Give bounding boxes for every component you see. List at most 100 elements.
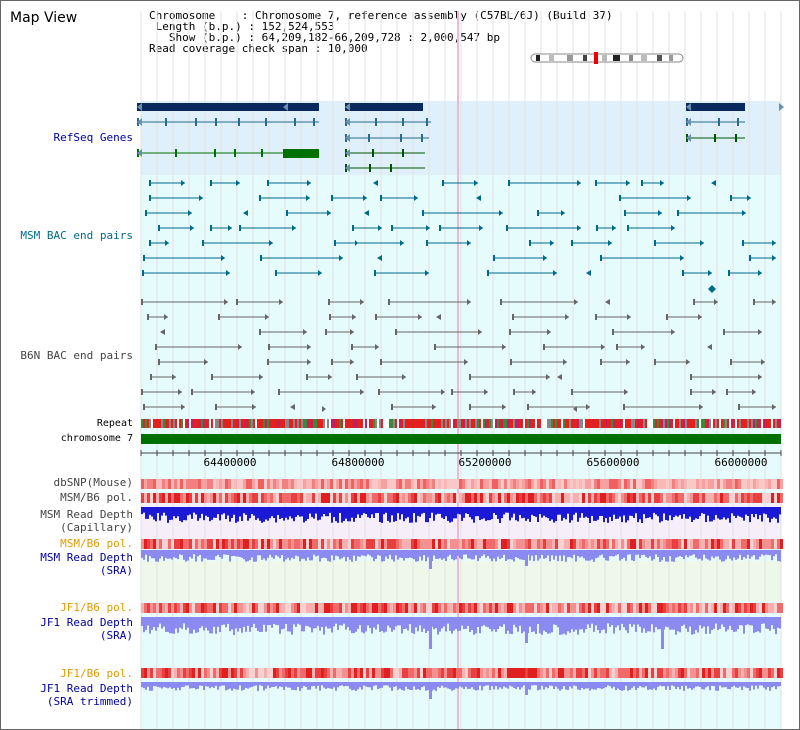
pol-cell [531, 539, 534, 549]
repeat-cell [779, 419, 781, 428]
gene-exon [294, 118, 296, 126]
depth-bar [767, 507, 769, 518]
depth-bar [317, 617, 319, 626]
repeat-cell [277, 419, 279, 428]
pol-cell [456, 668, 459, 678]
depth-bar [519, 617, 521, 626]
pol-cell [645, 493, 648, 503]
b6n-bac-track[interactable] [141, 299, 776, 412]
bac-end [325, 329, 327, 335]
depth-bar [275, 617, 277, 625]
depth-bar [611, 617, 613, 626]
depth-bar [339, 682, 341, 686]
pol-cell [660, 603, 663, 613]
repeat-cell [465, 419, 467, 428]
pol-cell [432, 603, 435, 613]
repeat-cell [467, 419, 469, 428]
pol-cell [645, 479, 648, 489]
depth-bar [499, 617, 501, 627]
depth-bar [185, 550, 187, 562]
pol-cell [444, 668, 447, 678]
depth-bar [717, 617, 719, 630]
depth-bar [499, 507, 501, 523]
pol-cell [780, 539, 783, 549]
chromosome-value: Chromosome 7, reference assembly (C57BL/… [254, 9, 613, 22]
depth-bar [401, 682, 403, 690]
depth-bar [483, 550, 485, 555]
depth-bar [359, 617, 361, 626]
depth-bar [269, 550, 271, 555]
depth-bar [155, 507, 157, 522]
pol-cell [666, 479, 669, 489]
repeat-cell [341, 419, 343, 428]
pol-cell [678, 668, 681, 678]
pol-cell [273, 603, 276, 613]
depth-bar [683, 550, 685, 560]
pol-cell [246, 479, 249, 489]
depth-bar [653, 507, 655, 513]
pol-cell [177, 479, 180, 489]
pol-cell [579, 668, 582, 678]
depth-bar [203, 682, 205, 690]
repeat-cell [647, 419, 649, 428]
pol-cell [177, 493, 180, 503]
bac-end [422, 210, 424, 216]
pol-cell [183, 668, 186, 678]
track-label-b6n-bac[interactable]: B6N BAC end pairs [20, 349, 133, 362]
pol-cell [576, 603, 579, 613]
pol-cell [714, 668, 717, 678]
pol-cell [285, 603, 288, 613]
pol-cell [180, 479, 183, 489]
bac-end [145, 210, 147, 216]
depth-bar [289, 550, 291, 561]
pol-cell [558, 539, 561, 549]
pol-cell [324, 493, 327, 503]
depth-bar [317, 550, 319, 556]
msm-bac-track[interactable] [142, 180, 776, 293]
depth-bar [279, 507, 281, 520]
pol-cell [300, 479, 303, 489]
pol-cell [258, 493, 261, 503]
pol-cell [285, 539, 288, 549]
bac-end [155, 344, 157, 350]
depth-bar [341, 682, 343, 686]
pol-cell [711, 479, 714, 489]
depth-bar [623, 682, 625, 691]
repeat-cell [441, 419, 443, 428]
repeat-cell [189, 419, 191, 428]
pol-cell [681, 493, 684, 503]
depth-bar [307, 682, 309, 690]
repeat-cell [761, 419, 763, 428]
pol-cell [459, 479, 462, 489]
bac-end [682, 270, 684, 276]
depth-bar [665, 617, 667, 627]
repeat-cell [357, 419, 359, 428]
repeat-cell [151, 419, 153, 428]
pol-cell [726, 479, 729, 489]
pol-cell [345, 539, 348, 549]
bac-end [395, 329, 397, 335]
repeat-cell [307, 419, 309, 428]
repeat-cell [325, 419, 327, 428]
depth-bar [637, 682, 639, 688]
bac-end [218, 314, 220, 320]
depth-bar [495, 617, 497, 632]
track-label-refseq[interactable]: RefSeq Genes [53, 131, 133, 144]
depth-bar [453, 507, 455, 519]
pol-cell [453, 539, 456, 549]
depth-bar [243, 617, 245, 627]
depth-bar [345, 550, 347, 562]
bac-end [215, 404, 217, 410]
bac-end [418, 314, 422, 320]
pol-cell [753, 603, 756, 613]
chromosome-ideogram[interactable] [530, 52, 684, 64]
track-label-msm-bac[interactable]: MSM BAC end pairs [20, 229, 133, 242]
pol-cell [360, 493, 363, 503]
refseq-gene-track[interactable] [137, 103, 784, 172]
depth-bar [385, 617, 387, 632]
depth-bar [601, 507, 603, 516]
depth-bar [695, 617, 697, 631]
depth-bar [383, 682, 385, 686]
repeat-cell [207, 419, 209, 428]
